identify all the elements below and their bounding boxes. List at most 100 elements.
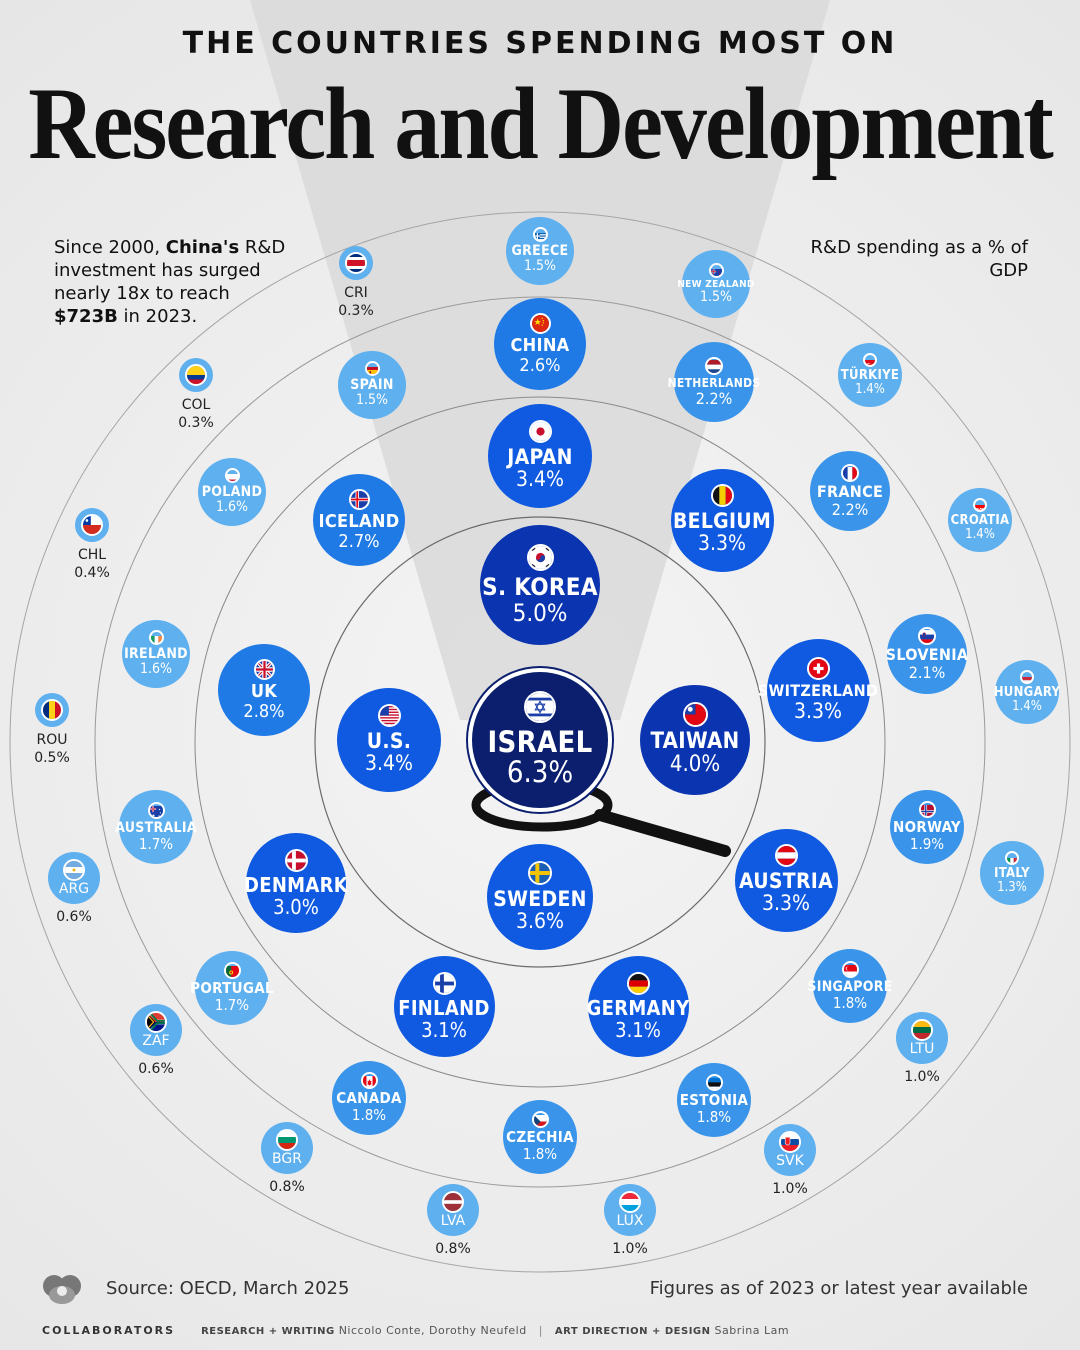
- country-label: CRI: [344, 285, 368, 301]
- credits-separator: |: [538, 1324, 543, 1337]
- value-label: 1.7%: [214, 996, 250, 1015]
- bubble-hungary: HUNGARY 1.4%: [994, 660, 1060, 724]
- bubble-japan: JAPAN 3.4%: [488, 404, 592, 508]
- bubble-rou: ROU 0.5%: [12, 693, 92, 767]
- ring-1: [314, 516, 766, 968]
- collaborators-logo-icon: [43, 1275, 81, 1304]
- legend-note: R&D spending as a % of GDP: [810, 237, 1028, 281]
- annotation-bold1: China's: [165, 237, 240, 258]
- value-label: 2.6%: [519, 354, 561, 376]
- value-label: 1.3%: [997, 879, 1027, 895]
- country-label: ZAF: [142, 1033, 170, 1049]
- country-label: PORTUGAL: [190, 979, 274, 998]
- croatia-flag-icon: [973, 498, 987, 513]
- bubble-croatia: CROATIA 1.4%: [948, 488, 1012, 552]
- country-label: ITALY: [994, 866, 1030, 882]
- value-label: 2.2%: [695, 388, 733, 408]
- country-label: FINLAND: [398, 995, 490, 1020]
- denmark-flag-icon: [284, 848, 308, 872]
- canada-flag-icon: [360, 1072, 378, 1090]
- bubble-dot: LUX: [604, 1184, 656, 1236]
- bubble-dot: SVK: [764, 1124, 816, 1176]
- bubble-taiwan: TAIWAN 4.0%: [640, 685, 750, 795]
- value-label: 4.0%: [669, 752, 721, 778]
- slovenia-flag-icon: [918, 626, 936, 645]
- country-label: IRELAND: [124, 646, 188, 663]
- germany-flag-icon: [626, 971, 650, 995]
- value-label: 6.3%: [506, 755, 574, 790]
- country-label: SLOVENIA: [885, 644, 969, 664]
- bubble-col: COL 0.3%: [156, 358, 236, 432]
- country-label: AUSTRALIA: [115, 819, 197, 836]
- bubble-israel: ISRAEL 6.3%: [468, 668, 612, 812]
- turkey-flag-icon: [863, 353, 877, 368]
- value-label: 3.3%: [698, 531, 746, 556]
- spain-flag-icon: [364, 361, 380, 377]
- figures-note: Figures as of 2023 or latest year availa…: [649, 1278, 1028, 1299]
- bubble-lux: LUX 1.0%: [590, 1184, 670, 1258]
- country-label: COL: [181, 397, 211, 413]
- annotation-post: in 2023.: [117, 306, 198, 327]
- bubble-netherlands: NETHERLANDS 2.2%: [668, 342, 760, 422]
- country-label: SVK: [776, 1153, 804, 1169]
- colombia-flag-icon: [185, 364, 207, 386]
- bubble-austria: AUSTRIA 3.3%: [734, 828, 838, 932]
- value-label: 1.6%: [140, 661, 172, 678]
- source-note: Source: OECD, March 2025: [106, 1278, 350, 1299]
- bubble-portugal: PORTUGAL 1.7%: [190, 951, 274, 1025]
- value-label: 0.8%: [269, 1179, 305, 1195]
- bubble-poland: POLAND 1.6%: [198, 458, 266, 526]
- slovakia-flag-icon: [779, 1131, 801, 1153]
- value-label: 2.1%: [908, 662, 946, 682]
- country-label: ESTONIA: [679, 1091, 749, 1110]
- value-label: 1.0%: [612, 1241, 648, 1257]
- bulgaria-flag-icon: [276, 1129, 298, 1151]
- japan-flag-icon: [528, 420, 552, 444]
- value-label: 1.4%: [1012, 698, 1042, 714]
- value-label: 1.4%: [965, 526, 995, 542]
- bubble-czechia: CZECHIA 1.8%: [503, 1100, 577, 1174]
- bubble-svk: SVK 1.0%: [750, 1124, 830, 1198]
- hungary-flag-icon: [1020, 670, 1034, 685]
- brand-name: COLLABORATORS: [42, 1324, 176, 1337]
- value-label: 1.0%: [904, 1069, 940, 1085]
- singapore-flag-icon: [841, 960, 859, 978]
- france-flag-icon: [841, 463, 859, 482]
- value-label: 1.5%: [356, 392, 388, 409]
- credits-line: COLLABORATORS RESEARCH + WRITING Niccolo…: [42, 1324, 789, 1337]
- bubble-singapore: SINGAPORE 1.8%: [807, 949, 892, 1023]
- bubble-iceland: ICELAND 2.7%: [313, 474, 405, 566]
- value-label: 5.0%: [512, 598, 568, 627]
- country-label: GERMANY: [586, 995, 690, 1020]
- luxembourg-flag-icon: [619, 1191, 641, 1213]
- country-label: CROATIA: [950, 513, 1010, 529]
- value-label: 3.3%: [794, 698, 842, 723]
- country-label: CZECHIA: [506, 1128, 574, 1147]
- bubble-dot: [35, 693, 69, 727]
- us-flag-icon: [377, 704, 401, 728]
- country-label: FRANCE: [816, 481, 884, 501]
- uk-flag-icon: [253, 658, 275, 680]
- country-label: BGR: [272, 1151, 302, 1167]
- art-label: ART DIRECTION + DESIGN: [554, 1326, 711, 1337]
- bubble-ltu: LTU 1.0%: [882, 1012, 962, 1086]
- bubble-chl: CHL 0.4%: [52, 508, 132, 582]
- bubble-dot: LVA: [427, 1184, 479, 1236]
- country-label: S. KOREA: [482, 572, 598, 601]
- annotation-bold2: $723B: [54, 306, 118, 327]
- country-label: CANADA: [336, 1089, 402, 1108]
- value-label: 0.4%: [74, 565, 110, 581]
- country-label: ARG: [58, 881, 90, 897]
- bubble-denmark: DENMARK 3.0%: [244, 833, 348, 933]
- bubble-t-rkiye: TÜRKIYE 1.4%: [838, 343, 902, 407]
- ring-4: [9, 211, 1071, 1273]
- taiwan-flag-icon: [682, 702, 708, 728]
- country-label: NORWAY: [893, 818, 961, 837]
- switzerland-flag-icon: [806, 657, 830, 681]
- country-label: SWITZERLAND: [757, 681, 879, 701]
- southafrica-flag-icon: [145, 1011, 167, 1033]
- country-label: TÜRKIYE: [840, 368, 900, 384]
- country-label: U.S.: [366, 729, 412, 754]
- finland-flag-icon: [432, 971, 456, 995]
- bubble-italy: ITALY 1.3%: [980, 841, 1044, 905]
